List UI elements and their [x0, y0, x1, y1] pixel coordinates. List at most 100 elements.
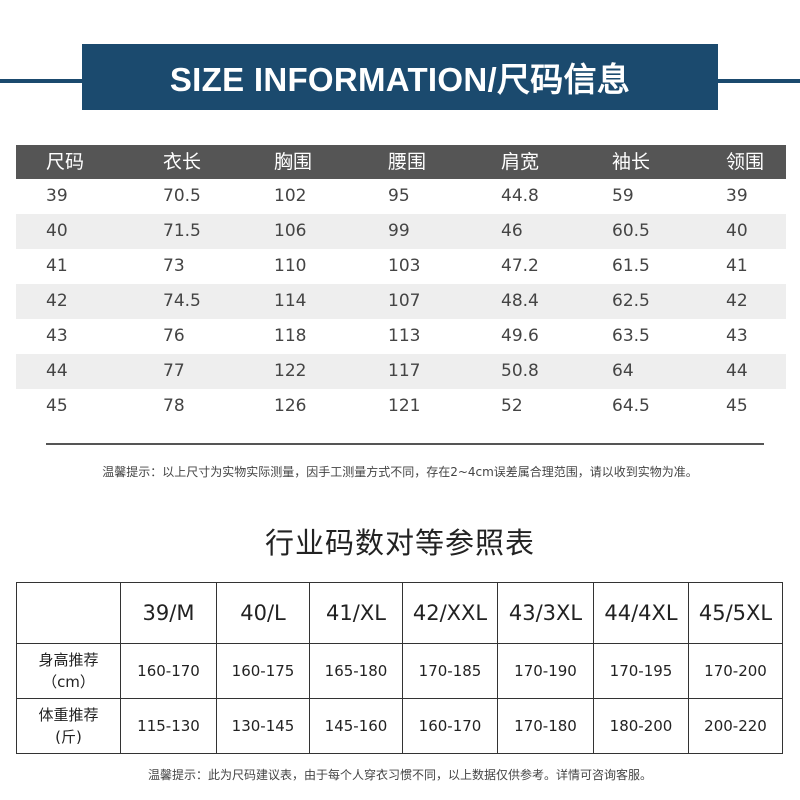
table-cell: 49.6: [501, 326, 539, 346]
weight-value: 180-200: [593, 698, 689, 754]
table-cell: 74.5: [163, 291, 201, 311]
size-table-row: 43 76 118 113 49.6 63.5 43: [16, 319, 786, 354]
weight-row: 体重推荐 (斤) 115-130 130-145 145-160 160-170 …: [16, 698, 783, 754]
size-table-header: 尺码 衣长 胸围 腰围 肩宽 袖长 领围: [16, 145, 786, 179]
table-cell: 44: [46, 361, 68, 381]
column-header: 腰围: [388, 151, 427, 173]
table-cell: 114: [274, 291, 307, 311]
table-cell: 41: [46, 256, 68, 276]
size-table-row: 39 70.5 102 95 44.8 59 39: [16, 179, 786, 214]
table-cell: 44: [726, 361, 748, 381]
weight-value: 115-130: [120, 698, 217, 754]
table-cell: 113: [388, 326, 421, 346]
table-cell: 73: [163, 256, 185, 276]
size-table-row: 44 77 122 117 50.8 64 44: [16, 354, 786, 389]
size-code-cell: 43/3XL: [497, 582, 594, 644]
size-code-cell: 39/M: [120, 582, 217, 644]
table-cell: 40: [46, 221, 68, 241]
column-header: 肩宽: [501, 151, 540, 173]
empty-corner-cell: [16, 582, 121, 644]
column-header: 领围: [726, 151, 765, 173]
height-value: 160-170: [120, 643, 217, 699]
weight-value: 130-145: [216, 698, 310, 754]
size-info-banner: SIZE INFORMATION/尺码信息: [82, 44, 718, 110]
header-rule-left: [0, 79, 82, 83]
table-cell: 122: [274, 361, 307, 381]
weight-value: 200-220: [688, 698, 783, 754]
size-code-cell: 42/XXL: [402, 582, 498, 644]
table-cell: 63.5: [612, 326, 650, 346]
size-code-cell: 41/XL: [309, 582, 403, 644]
table-cell: 43: [46, 326, 68, 346]
reference-header-row: 39/M 40/L 41/XL 42/XXL 43/3XL 44/4XL 45/…: [16, 582, 783, 644]
table-cell: 60.5: [612, 221, 650, 241]
table-cell: 95: [388, 186, 410, 206]
table-cell: 61.5: [612, 256, 650, 276]
size-code-cell: 45/5XL: [688, 582, 783, 644]
table-cell: 40: [726, 221, 748, 241]
table-cell: 121: [388, 396, 421, 416]
weight-value: 170-180: [497, 698, 594, 754]
table-cell: 76: [163, 326, 185, 346]
weight-label: 体重推荐 (斤): [16, 698, 121, 754]
column-header: 袖长: [612, 151, 651, 173]
table-cell: 50.8: [501, 361, 539, 381]
reference-note: 温馨提示：此为尺码建议表，由于每个人穿衣习惯不同，以上数据仅供参考。详情可咨询客…: [147, 768, 652, 782]
height-value: 170-185: [402, 643, 498, 699]
size-table: 尺码 衣长 胸围 腰围 肩宽 袖长 领围 39 70.5 102 95 44.8 59 39 40 71.5 1…: [16, 145, 786, 424]
height-value: 170-200: [688, 643, 783, 699]
reference-title: 行业码数对等参照表: [264, 526, 535, 560]
size-reference-table: 39/M 40/L 41/XL 42/XXL 43/3XL 44/4XL 45/…: [16, 582, 783, 754]
table-cell: 118: [274, 326, 307, 346]
height-value: 170-195: [593, 643, 689, 699]
table-cell: 71.5: [163, 221, 201, 241]
table-cell: 43: [726, 326, 748, 346]
column-header: 胸围: [274, 151, 313, 173]
table-cell: 46: [501, 221, 523, 241]
table-cell: 126: [274, 396, 307, 416]
column-header: 尺码: [46, 151, 85, 173]
table-cell: 64: [612, 361, 634, 381]
table-cell: 39: [46, 186, 68, 206]
table-divider: [46, 443, 764, 445]
table-cell: 47.2: [501, 256, 539, 276]
weight-value: 160-170: [402, 698, 498, 754]
size-table-row: 40 71.5 106 99 46 60.5 40: [16, 214, 786, 249]
table-cell: 99: [388, 221, 410, 241]
table-cell: 70.5: [163, 186, 201, 206]
height-label: 身高推荐 （cm）: [16, 643, 121, 699]
height-value: 170-190: [497, 643, 594, 699]
size-code-cell: 40/L: [216, 582, 310, 644]
table-cell: 42: [726, 291, 748, 311]
table-cell: 77: [163, 361, 185, 381]
table-cell: 39: [726, 186, 748, 206]
weight-value: 145-160: [309, 698, 403, 754]
table-cell: 103: [388, 256, 421, 276]
table-cell: 59: [612, 186, 634, 206]
size-table-row: 45 78 126 121 52 64.5 45: [16, 389, 786, 424]
table-cell: 48.4: [501, 291, 539, 311]
table-cell: 117: [388, 361, 421, 381]
table-cell: 106: [274, 221, 307, 241]
banner-title: SIZE INFORMATION/尺码信息: [169, 61, 631, 98]
table-cell: 64.5: [612, 396, 650, 416]
table-cell: 52: [501, 396, 523, 416]
table-cell: 45: [46, 396, 68, 416]
height-value: 160-175: [216, 643, 310, 699]
column-header: 衣长: [163, 151, 202, 173]
size-code-cell: 44/4XL: [593, 582, 689, 644]
table-cell: 42: [46, 291, 68, 311]
table-cell: 45: [726, 396, 748, 416]
height-value: 165-180: [309, 643, 403, 699]
table-cell: 102: [274, 186, 307, 206]
header-rule-right: [718, 79, 800, 83]
table-cell: 107: [388, 291, 421, 311]
size-table-row: 42 74.5 114 107 48.4 62.5 42: [16, 284, 786, 319]
height-row: 身高推荐 （cm） 160-170 160-175 165-180 170-185…: [16, 643, 783, 699]
measurement-note: 温馨提示：以上尺寸为实物实际测量，因手工测量方式不同，存在2~4cm误差属合理范…: [102, 465, 698, 479]
table-cell: 44.8: [501, 186, 539, 206]
table-cell: 110: [274, 256, 307, 276]
table-cell: 41: [726, 256, 748, 276]
size-table-row: 41 73 110 103 47.2 61.5 41: [16, 249, 786, 284]
table-cell: 78: [163, 396, 185, 416]
